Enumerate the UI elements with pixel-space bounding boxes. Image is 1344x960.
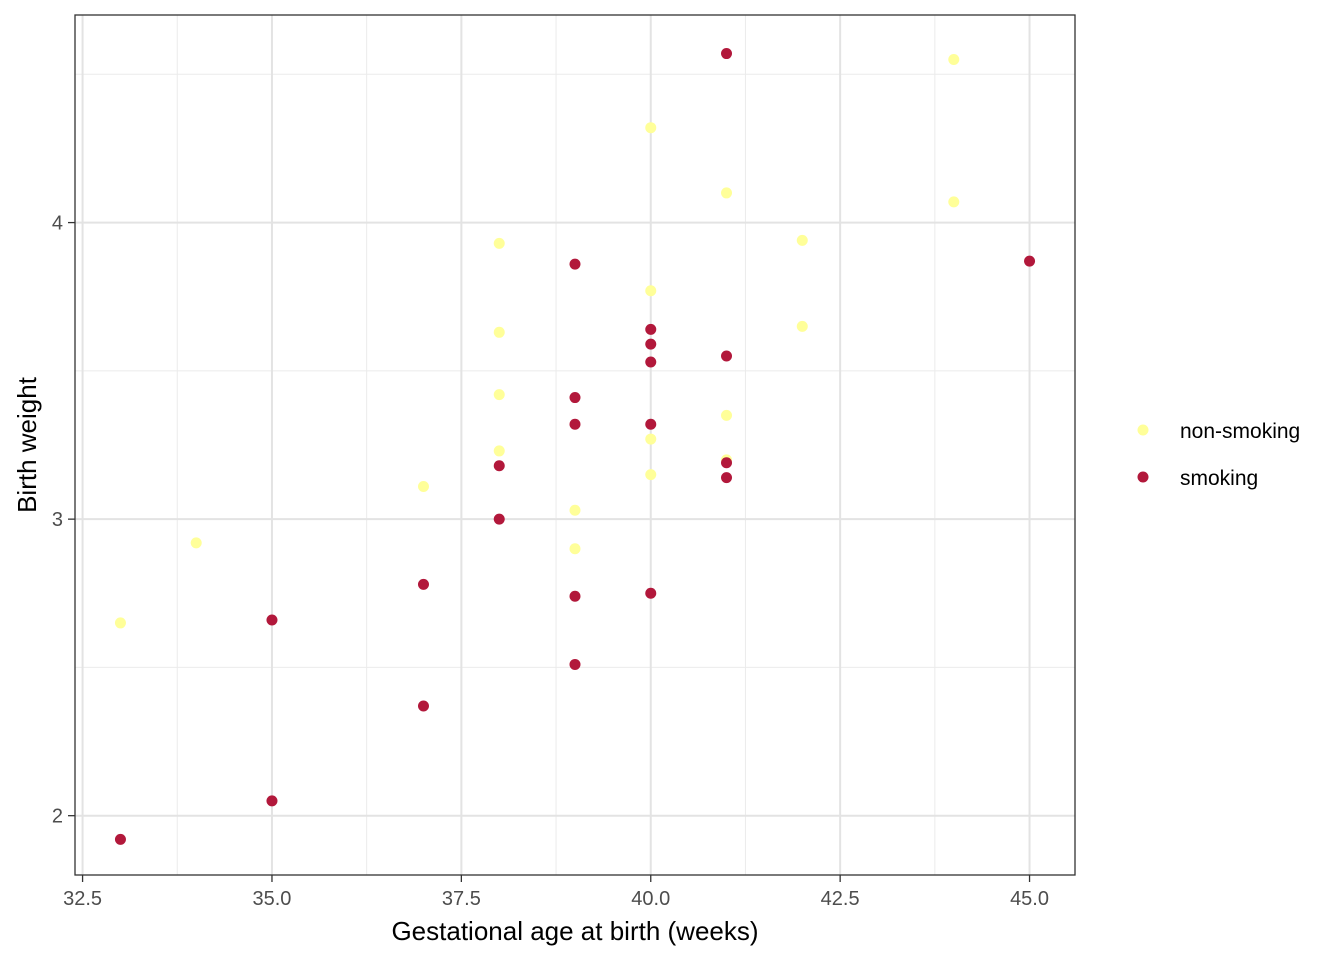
legend-item-smoking: smoking bbox=[1137, 467, 1258, 490]
point-non-smoking bbox=[417, 481, 429, 493]
point-smoking bbox=[266, 795, 278, 807]
x-tick-label: 37.5 bbox=[442, 888, 481, 910]
major-gridlines bbox=[75, 15, 1075, 875]
point-non-smoking bbox=[190, 537, 202, 549]
point-non-smoking bbox=[493, 237, 505, 249]
data-points bbox=[114, 48, 1036, 845]
legend-key bbox=[1137, 424, 1149, 436]
point-smoking bbox=[569, 258, 581, 270]
legend-item-non-smoking: non-smoking bbox=[1137, 420, 1300, 443]
point-non-smoking bbox=[493, 389, 505, 401]
point-non-smoking bbox=[796, 320, 808, 332]
x-axis: 32.5 35.0 37.5 40.0 42.5 45.0 bbox=[63, 875, 1049, 910]
legend-key bbox=[1137, 471, 1149, 483]
point-non-smoking bbox=[493, 445, 505, 457]
point-smoking bbox=[417, 700, 429, 712]
y-axis: 2 3 4 bbox=[52, 213, 75, 828]
point-smoking bbox=[645, 323, 657, 335]
x-tick-label: 42.5 bbox=[821, 888, 860, 910]
legend-label: non-smoking bbox=[1180, 420, 1300, 443]
x-tick-label: 32.5 bbox=[63, 888, 102, 910]
point-non-smoking bbox=[493, 326, 505, 338]
point-smoking bbox=[417, 578, 429, 590]
point-non-smoking bbox=[948, 196, 960, 208]
point-smoking bbox=[569, 590, 581, 602]
y-axis-title: Birth weight bbox=[12, 376, 42, 513]
panel-border bbox=[74, 14, 1076, 876]
point-smoking bbox=[721, 472, 733, 484]
point-non-smoking bbox=[721, 409, 733, 421]
x-tick-label: 45.0 bbox=[1010, 888, 1049, 910]
point-non-smoking bbox=[948, 53, 960, 65]
point-smoking bbox=[645, 587, 657, 599]
point-smoking bbox=[569, 392, 581, 404]
point-smoking bbox=[645, 418, 657, 430]
point-non-smoking bbox=[796, 234, 808, 246]
legend: non-smoking smoking bbox=[1137, 420, 1300, 490]
y-tick-label: 4 bbox=[52, 213, 63, 235]
point-non-smoking bbox=[645, 469, 657, 481]
point-non-smoking bbox=[114, 617, 126, 629]
point-smoking bbox=[721, 48, 733, 60]
y-tick-label: 2 bbox=[52, 806, 63, 828]
point-non-smoking bbox=[569, 543, 581, 555]
point-smoking bbox=[645, 338, 657, 350]
legend-label: smoking bbox=[1180, 467, 1258, 490]
point-non-smoking bbox=[645, 122, 657, 134]
point-smoking bbox=[721, 457, 733, 469]
point-non-smoking bbox=[645, 285, 657, 297]
point-smoking bbox=[266, 614, 278, 626]
point-smoking bbox=[645, 356, 657, 368]
series-non-smoking bbox=[114, 53, 960, 629]
point-smoking bbox=[114, 833, 126, 845]
x-tick-label: 40.0 bbox=[631, 888, 670, 910]
x-tick-label: 35.0 bbox=[253, 888, 292, 910]
point-smoking bbox=[721, 350, 733, 362]
point-smoking bbox=[569, 658, 581, 670]
point-non-smoking bbox=[645, 433, 657, 445]
panel-background bbox=[75, 15, 1075, 875]
point-smoking bbox=[1024, 255, 1036, 267]
point-smoking bbox=[493, 460, 505, 472]
point-non-smoking bbox=[569, 504, 581, 516]
point-non-smoking bbox=[721, 187, 733, 199]
x-axis-title: Gestational age at birth (weeks) bbox=[391, 916, 758, 946]
point-smoking bbox=[493, 513, 505, 525]
point-smoking bbox=[569, 418, 581, 430]
y-tick-label: 3 bbox=[52, 509, 63, 531]
series-smoking bbox=[114, 48, 1036, 845]
